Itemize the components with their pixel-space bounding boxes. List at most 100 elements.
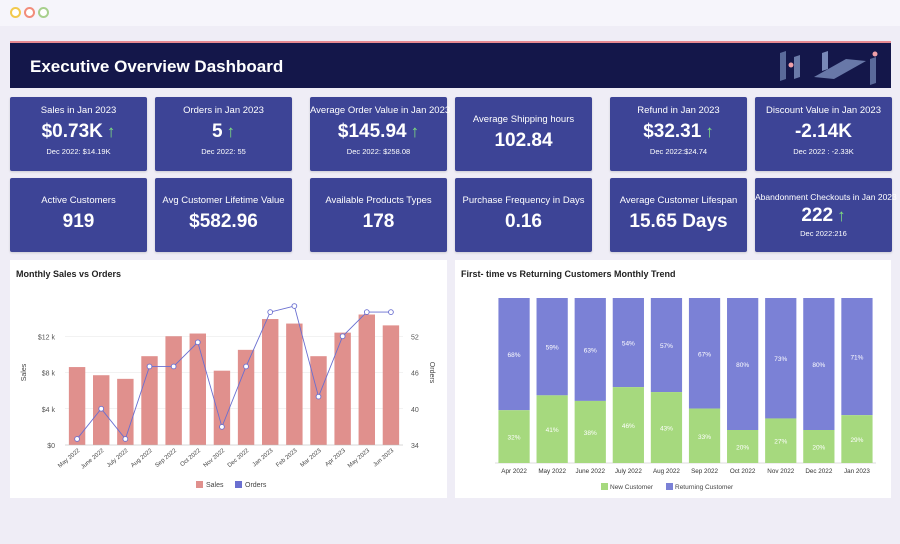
legend-swatch-orders [235, 481, 242, 488]
kpi-abandonment-checkouts[interactable]: Abandonment Checkouts in Jan 2023 222 ↑ D… [755, 178, 897, 252]
x-tick-label: Nov 2022 [767, 468, 794, 475]
new-customer-bar [841, 415, 873, 463]
sales-bar [141, 356, 158, 445]
legend-label-new: New Customer [610, 484, 654, 491]
kpi-value: 15.65 Days [629, 211, 728, 232]
x-tick-label: July 2022 [106, 448, 130, 470]
sales-bar [213, 370, 231, 445]
x-tick-label: May 2023 [347, 448, 372, 470]
x-tick-label: Mar 2023 [300, 448, 324, 469]
new-customer-bar [765, 418, 797, 463]
orders-point [98, 405, 105, 412]
kpi-value: -2.14K [794, 121, 853, 142]
legend-label-returning: Returning Customer [675, 484, 734, 491]
y-tick-label: $12 k [38, 334, 56, 341]
sales-bar [117, 378, 134, 445]
returning-data-label: 54% [622, 341, 635, 348]
kpi-label: Avg Customer Lifetime Value [162, 195, 285, 206]
up-arrow-icon: ↑ [410, 122, 420, 141]
kpi-label: Purchase Frequency in Days [462, 195, 585, 206]
sales-bar [382, 325, 400, 445]
up-arrow-icon: ↑ [106, 122, 116, 141]
orders-line [76, 305, 391, 440]
kpi-discount-value[interactable]: Discount Value in Jan 2023 -2.14K Dec 20… [755, 97, 892, 171]
kpi-available-product-types[interactable]: Available Products Types 178 [310, 178, 447, 252]
new-customer-bar [650, 392, 683, 463]
kpi-value: 222 ↑ [801, 205, 846, 226]
new-customer-bar [536, 395, 568, 463]
kpi-label: Active Customers [41, 195, 116, 206]
kpi-value: 0.16 [505, 211, 542, 232]
x-tick-label: July 2022 [615, 468, 642, 475]
kpi-average-shipping-hours[interactable]: Average Shipping hours 102.84 [455, 97, 592, 171]
kpi-label: Sales in Jan 2023 [40, 105, 117, 116]
returning-customer-bar [727, 298, 759, 430]
sales-bar [358, 314, 375, 445]
new-data-label: 43% [660, 426, 673, 433]
sales-bar [165, 336, 182, 445]
kpi-purchase-frequency[interactable]: Purchase Frequency in Days 0.16 [455, 178, 592, 252]
x-tick-label: Nov 2022 [203, 448, 227, 470]
returning-data-label: 68% [508, 352, 521, 359]
kpi-label: Average Order Value in Jan 2023 [310, 105, 451, 116]
x-tick-label: Jan 2023 [844, 468, 870, 475]
new-customer-bar [688, 408, 721, 463]
new-data-label: 38% [584, 430, 597, 437]
returning-customer-bar [574, 298, 606, 401]
returning-customer-bar [765, 298, 797, 419]
window-dot-red[interactable] [24, 7, 35, 18]
kpi-average-customer-lifespan[interactable]: Average Customer Lifespan 15.65 Days [610, 178, 747, 252]
x-tick-label: Sep 2022 [154, 448, 178, 470]
kpi-value: 5 ↑ [211, 121, 236, 142]
x-tick-label: Aug 2022 [130, 448, 154, 470]
kpi-label: Average Customer Lifespan [619, 195, 738, 206]
orders-point [291, 303, 298, 309]
new-data-label: 33% [698, 434, 711, 441]
kpi-orders[interactable]: Orders in Jan 2023 5 ↑ Dec 2022: 55 [155, 97, 292, 171]
y-tick-label: $0 [47, 443, 55, 450]
x-tick-label: June 2022 [576, 468, 606, 475]
returning-customer-bar [841, 298, 873, 416]
window-titlebar [0, 0, 900, 26]
legend-label-sales: Sales [206, 482, 224, 489]
kpi-label: Available Products Types [325, 195, 432, 206]
x-tick-label: Oct 2022 [180, 448, 203, 469]
x-tick-label: Jun 2023 [372, 448, 395, 469]
chart-title: Monthly Sales vs Orders [16, 269, 122, 279]
monthly-sales-orders-chart: $0 $4 k $8 k $12 k 34 40 46 52 Sales Orders May 20… [21, 303, 435, 489]
returning-customer-bar [803, 298, 835, 430]
kpi-active-customers[interactable]: Active Customers 919 [10, 178, 147, 252]
up-arrow-icon: ↑ [705, 122, 714, 141]
kpi-comparison: Dec 2022 : -2.33K [793, 147, 854, 156]
orders-point [219, 424, 225, 430]
sales-bar [189, 333, 206, 445]
orders-point [267, 309, 274, 315]
kpi-sales[interactable]: Sales in Jan 2023 $0.73K ↑ Dec 2022: $14.… [10, 97, 147, 171]
x-tick-label: Feb 2023 [275, 448, 299, 469]
orders-point [74, 436, 80, 442]
window-dot-yellow[interactable] [10, 7, 21, 18]
kpi-label: Refund in Jan 2023 [637, 105, 720, 116]
new-customer-bar [574, 400, 606, 463]
kpi-average-order-value[interactable]: Average Order Value in Jan 2023 $145.94 ↑… [310, 97, 451, 171]
kpi-label: Discount Value in Jan 2023 [766, 105, 881, 116]
x-tick-label: Sep 2022 [691, 468, 718, 475]
sales-bar [310, 356, 327, 445]
returning-data-label: 59% [546, 345, 559, 352]
returning-customer-bar [650, 298, 683, 393]
window-dot-green[interactable] [38, 7, 49, 18]
kpi-label: Average Shipping hours [472, 114, 575, 125]
kpi-refund[interactable]: Refund in Jan 2023 $32.31 ↑ Dec 2022:$24.… [610, 97, 747, 171]
kpi-avg-customer-lifetime-value[interactable]: Avg Customer Lifetime Value $582.96 [155, 178, 292, 252]
new-data-label: 27% [774, 439, 787, 446]
page-title: Executive Overview Dashboard [30, 57, 284, 76]
x-tick-label: Aug 2022 [653, 468, 680, 475]
returning-customer-bar [536, 298, 568, 396]
up-arrow-icon: ↑ [837, 206, 846, 225]
new-customer-bar [498, 410, 530, 463]
returning-customer-bar [612, 298, 644, 388]
x-tick-label: May 2022 [57, 448, 82, 470]
up-arrow-icon: ↑ [226, 122, 236, 141]
sales-bar [237, 349, 255, 445]
new-customer-bar [803, 430, 835, 463]
